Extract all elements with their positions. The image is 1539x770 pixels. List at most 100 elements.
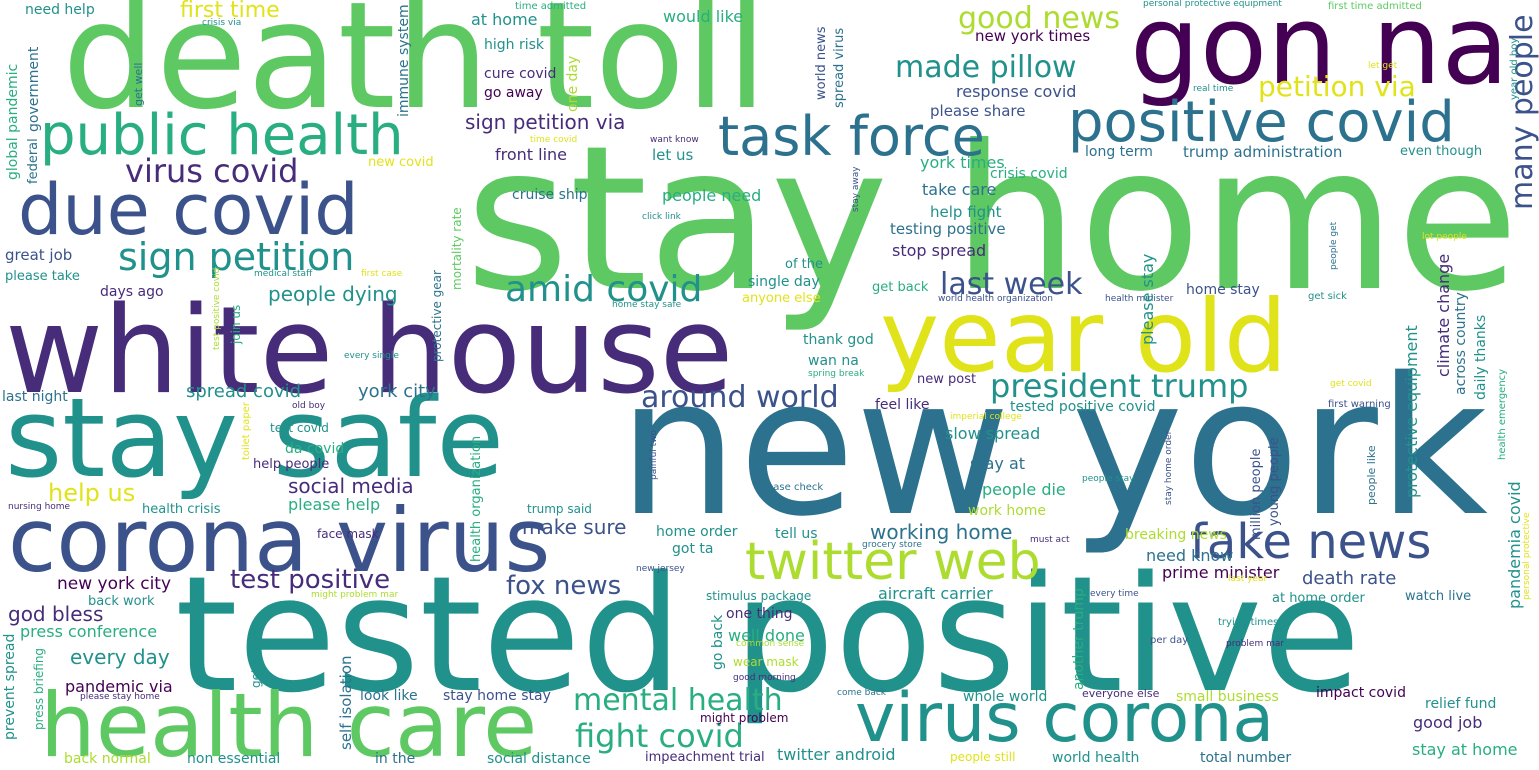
word-get-well: get well [132, 62, 145, 106]
word-positive-covid: positive covid [1068, 90, 1455, 155]
word-across-country: across country [1453, 292, 1469, 395]
word-public-health: public health [40, 103, 404, 168]
word-old-boy: old boy [292, 401, 326, 411]
word-personal-protective: personal protective [1522, 512, 1532, 600]
word-help-us: help us [48, 479, 136, 507]
word-new-york-times: new york times [975, 27, 1091, 45]
word-stop-spread: stop spread [892, 241, 987, 260]
word-death-toll: death toll [62, 0, 768, 142]
word-high-risk: high risk [484, 37, 545, 53]
word-well-done: well done [728, 626, 805, 645]
word-stimulus-package: stimulus package [706, 589, 812, 603]
word-daily-thanks: daily thanks [1473, 314, 1489, 400]
word-social-media: social media [288, 474, 414, 498]
word-let-us: let us [652, 146, 694, 164]
word-watch-live: watch live [1405, 589, 1472, 604]
word-made-pillow: made pillow [895, 50, 1077, 85]
word-virus-covid: virus covid [125, 152, 299, 190]
word-cruise-ship: cruise ship [512, 187, 588, 203]
word-front-line: front line [495, 145, 568, 164]
word-wear-mask: wear mask [733, 655, 799, 669]
word-need-know: need know [1146, 546, 1234, 565]
word-medical-staff: medical staff [254, 269, 313, 279]
word-cure-covid: cure covid [484, 66, 557, 82]
word-please-check: please check [758, 482, 824, 493]
word-anyone-else: anyone else [742, 291, 821, 306]
word-make-sure: make sure [522, 515, 627, 539]
word-trying-times: trying times [1218, 617, 1279, 628]
word-fight-covid: fight covid [575, 717, 744, 755]
word-da-covid: da covid [285, 441, 345, 457]
word-stay-home-order: stay home order [1164, 430, 1174, 505]
word-stay-safe: stay safe [5, 374, 505, 502]
word-tell-us: tell us [775, 526, 818, 542]
word-tested-positive-covid: tested positive covid [1010, 399, 1156, 415]
word-world-news: world news [814, 26, 829, 100]
word-help-people: help people [253, 457, 330, 472]
word-work-home: work home [968, 503, 1047, 519]
word-petition-via: petition via [1258, 70, 1416, 103]
word-back-normal: back normal [64, 751, 151, 767]
word-virus-corona: virus corona [855, 679, 1275, 758]
word-crisis-covid: crisis covid [990, 166, 1068, 182]
word-protective-gear: protective gear [430, 270, 444, 362]
word-people-die: people die [982, 480, 1066, 499]
word-breaking-news: breaking news [1125, 527, 1227, 543]
word-please-stay: please stay [1138, 253, 1157, 345]
word-spread-covid: spread covid [186, 381, 302, 402]
word-home-order: home order [656, 524, 738, 540]
word-president-trump: president trump [990, 367, 1249, 405]
word-painful-two: painful two [649, 429, 659, 480]
word-wan-na: wan na [808, 353, 859, 369]
word-health-emergency: health emergency [1497, 368, 1508, 460]
word-fox-news: fox news [506, 571, 622, 601]
word-come-back: come back [837, 688, 887, 698]
word-real-time: real time [1193, 84, 1234, 94]
word-want-know: want know [650, 135, 699, 145]
word-mortality-rate: mortality rate [450, 207, 464, 290]
word-get-tested: get tested [249, 626, 263, 688]
word-take-care: take care [922, 180, 997, 199]
word-might-problem: might problem [700, 711, 789, 725]
word-go-back: go back [710, 614, 726, 670]
word-first-time-admitted: first time admitted [1328, 1, 1422, 12]
word-stay-at-home: stay at home [1412, 740, 1518, 759]
word-health-organization: health organization [469, 435, 484, 562]
word-imperial-college: imperial college [950, 412, 1022, 422]
word-government: government [26, 46, 42, 132]
word-prime-minister: prime minister [1162, 563, 1280, 582]
word-common-sense: common sense [736, 639, 805, 649]
word-every-single: every single [344, 351, 399, 361]
word-impact-covid: impact covid [1316, 685, 1406, 701]
word-time-covid: time covid [530, 135, 578, 145]
word-please-take: please take [5, 269, 80, 284]
word-go-away: go away [484, 85, 543, 101]
word-death-rate: death rate [1302, 568, 1397, 589]
word-pandemia-covid: pandemia covid [1505, 481, 1524, 609]
word-small-business: small business [1176, 689, 1279, 705]
word-crisis-via: crisis via [202, 18, 242, 28]
word-year-old: year old [880, 278, 1288, 395]
word-need-help: need help [25, 2, 95, 18]
word-stay-home: stay home [465, 103, 1520, 336]
word-days-ago: days ago [100, 284, 164, 300]
word-long-term: long term [1085, 144, 1153, 160]
word-grocery-store: grocery store [862, 540, 922, 550]
word-people-like: people like [1365, 445, 1378, 505]
word-people-need: people need [662, 186, 762, 205]
word-federal: federal [26, 138, 41, 184]
word-in-the: in the [375, 751, 416, 767]
word-total-number: total number [1200, 750, 1292, 766]
word-every-time: every time [1090, 589, 1139, 599]
word-stay-home-stay: stay home stay [443, 688, 551, 704]
word-last-year: last year [1228, 574, 1268, 584]
word-first-time: first time [180, 0, 280, 23]
word-toilet-paper: toilet paper [241, 402, 252, 460]
word-around-world: around world [641, 380, 839, 415]
word-great-job: great job [5, 246, 73, 264]
word-everyone-else: everyone else [1082, 687, 1160, 700]
word-due-covid: due covid [18, 169, 359, 251]
word-task-force: task force [718, 105, 985, 168]
word-white-house: white house [5, 282, 734, 421]
